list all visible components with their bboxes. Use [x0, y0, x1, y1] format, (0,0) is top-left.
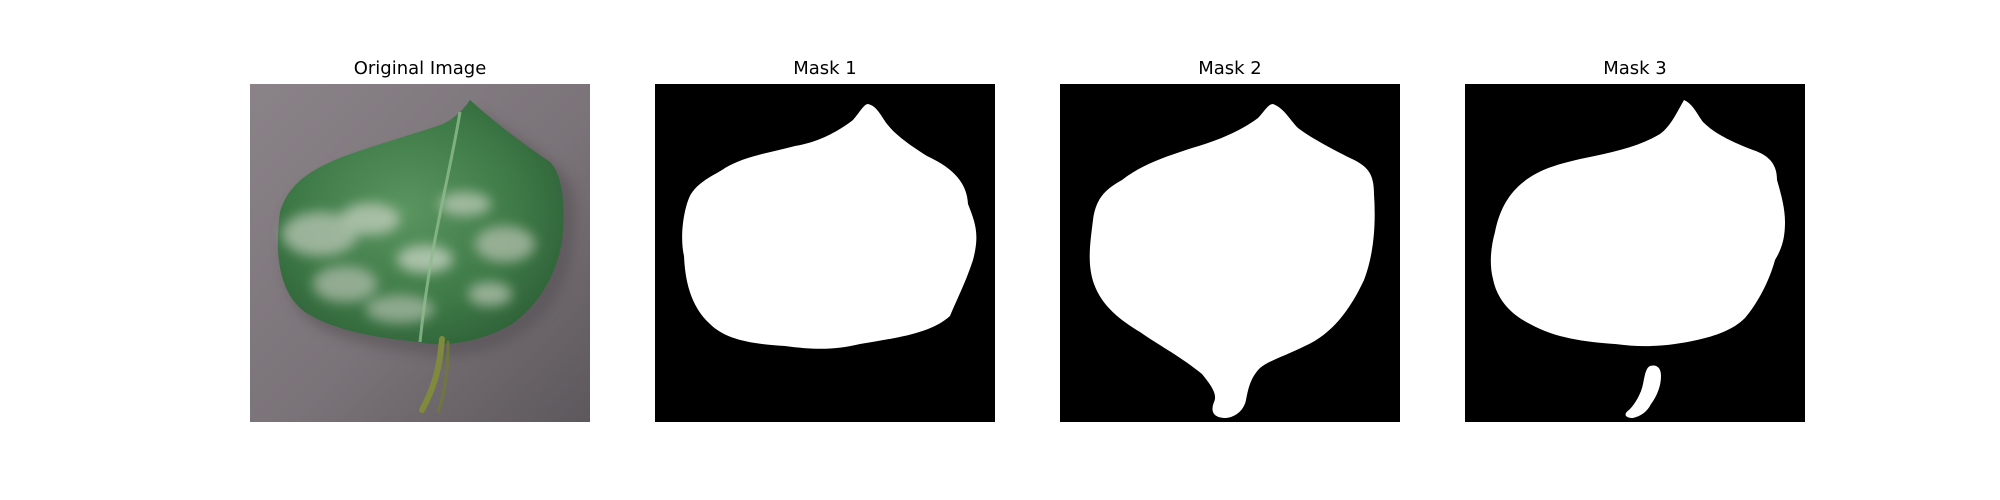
mask-2-title: Mask 2: [1198, 58, 1262, 79]
mask-1-title: Mask 1: [793, 58, 857, 79]
leaf-stem: [419, 336, 445, 413]
leaf-midrib: [418, 111, 462, 343]
original-image-title: Original Image: [353, 58, 487, 79]
original-image: [250, 84, 590, 422]
mask-1-image: [655, 84, 995, 422]
original-image-panel: Original Image: [250, 0, 590, 500]
mildew-patches: [282, 192, 535, 323]
mask-3-panel: Mask 3: [1465, 0, 1805, 500]
mask-2-panel: Mask 2: [1060, 0, 1400, 500]
mask-3-region: [1490, 100, 1785, 347]
mask-1-region: [682, 104, 977, 349]
mask-2-region: [1089, 104, 1375, 418]
mask-1-panel: Mask 1: [655, 0, 995, 500]
mask-3-image: [1465, 84, 1805, 422]
mask-3-stem-region: [1625, 365, 1661, 418]
mask-2-image: [1060, 84, 1400, 422]
mask-3-title: Mask 3: [1603, 58, 1667, 79]
